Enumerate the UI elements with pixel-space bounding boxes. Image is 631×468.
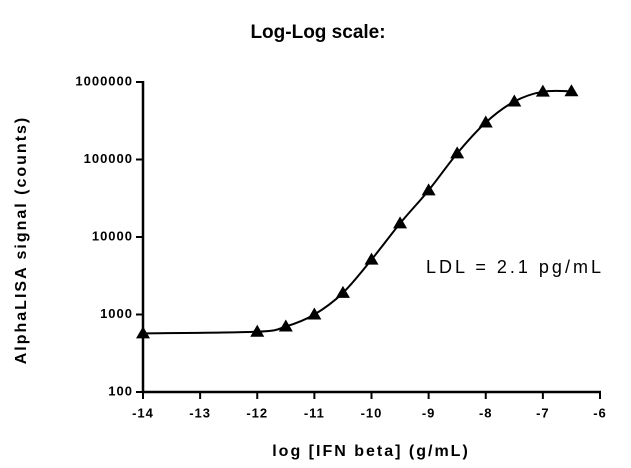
- x-tick-label: -8: [479, 405, 493, 420]
- y-tick-label: 1000000: [75, 73, 133, 88]
- data-point: [535, 84, 550, 97]
- data-point: [278, 319, 293, 332]
- x-tick-label: -6: [593, 405, 607, 420]
- y-axis-label: AlphaLISA signal (counts): [13, 116, 30, 365]
- y-tick-label: 100000: [84, 151, 133, 166]
- data-point: [421, 183, 436, 196]
- x-tick-label: -9: [422, 405, 436, 420]
- data-point: [393, 216, 408, 229]
- chart-title: Log-Log scale:: [250, 22, 385, 43]
- x-tick-label: -7: [536, 405, 550, 420]
- y-tick-label: 10000: [92, 228, 133, 243]
- x-tick-label: -10: [361, 405, 383, 420]
- data-point: [136, 326, 150, 339]
- annotation: LDL = 2.1 pg/mL: [426, 257, 604, 277]
- data-point: [564, 84, 579, 97]
- data-point: [250, 324, 265, 337]
- x-tick-label: -13: [189, 405, 211, 420]
- data-point: [507, 94, 522, 107]
- x-tick-label: -14: [132, 405, 154, 420]
- data-point: [335, 285, 350, 298]
- data-point: [307, 307, 322, 320]
- data-point: [450, 146, 465, 159]
- data-point: [478, 115, 493, 128]
- y-tick-label: 1000: [100, 306, 133, 321]
- y-tick-label: 100: [108, 383, 133, 398]
- data-point: [364, 252, 379, 265]
- fit-curve: [142, 89, 572, 335]
- x-axis-label: log [IFN beta] (g/mL): [272, 443, 470, 460]
- x-tick-label: -11: [304, 405, 325, 420]
- x-tick-label: -12: [246, 405, 268, 420]
